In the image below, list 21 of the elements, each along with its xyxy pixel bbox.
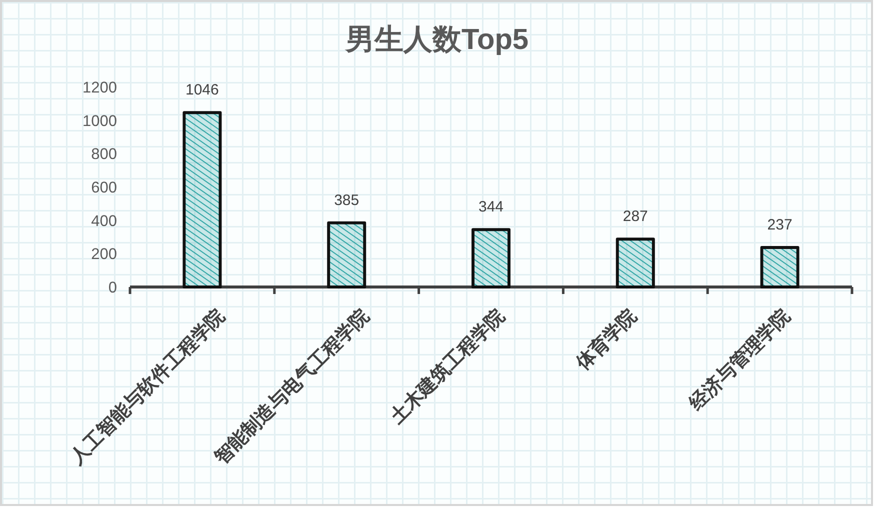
bar: [327, 221, 366, 288]
data-label: 287: [622, 208, 648, 226]
bar: [760, 246, 800, 288]
y-tick-label: 1200: [82, 80, 118, 96]
data-label: 1046: [186, 82, 219, 99]
x-tick-label: 经济与管理学院: [684, 304, 795, 416]
y-tick-label: 800: [91, 146, 118, 164]
chart-title: 男生人数Top5: [344, 24, 529, 56]
bar: [182, 111, 222, 288]
data-label: 237: [767, 216, 792, 234]
x-tick-label: 土木建筑工程学院: [385, 304, 509, 429]
data-label: 385: [334, 192, 360, 209]
data-label: 344: [478, 198, 504, 216]
y-tick-label: 200: [91, 246, 118, 264]
bar: [472, 228, 510, 288]
y-tick-label: 600: [91, 180, 118, 196]
y-tick-label: 0: [108, 280, 118, 296]
bar: [616, 238, 655, 288]
y-tick-label: 1000: [82, 112, 118, 130]
x-tick-label: 体育学院: [571, 304, 642, 375]
y-tick-label: 400: [91, 212, 118, 230]
